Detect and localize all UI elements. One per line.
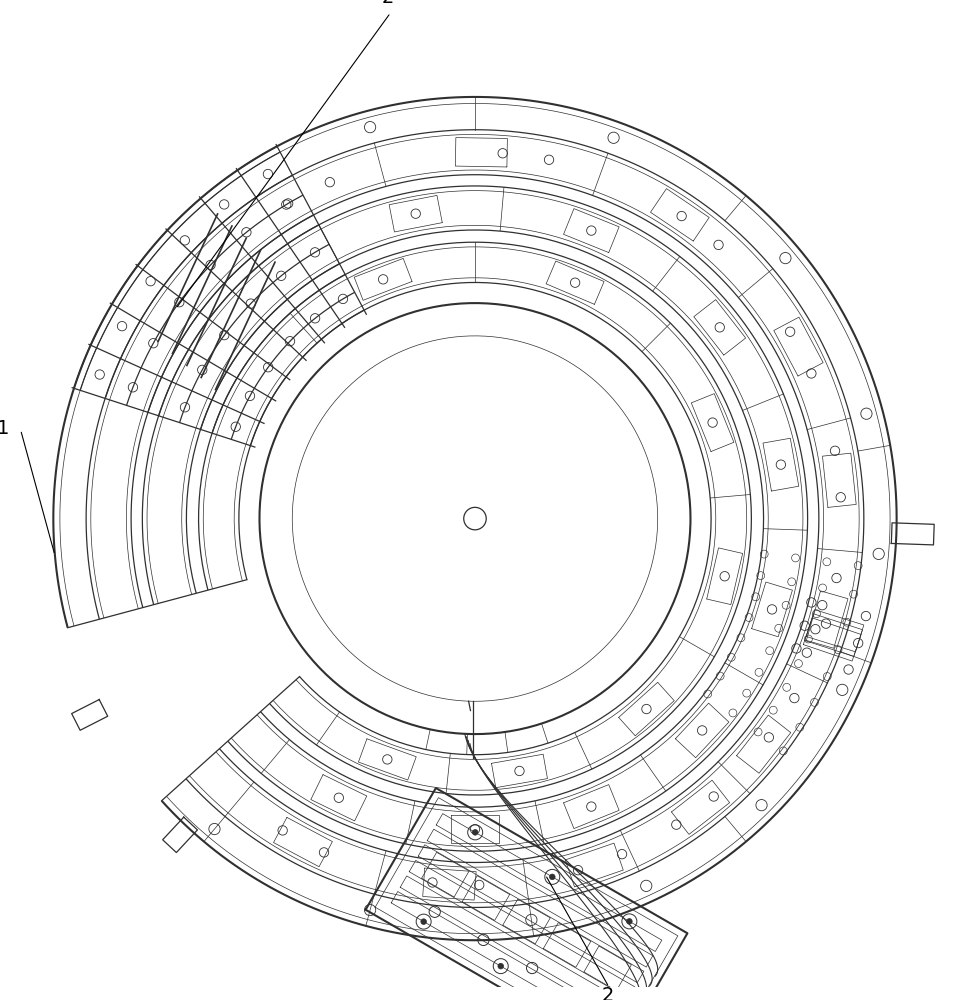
Circle shape [549, 874, 555, 880]
Circle shape [626, 919, 632, 924]
Text: 2: 2 [601, 986, 614, 1000]
Text: 2: 2 [381, 0, 394, 7]
Circle shape [498, 963, 504, 969]
Circle shape [421, 919, 427, 924]
Text: 1: 1 [0, 419, 10, 438]
Circle shape [473, 830, 478, 835]
